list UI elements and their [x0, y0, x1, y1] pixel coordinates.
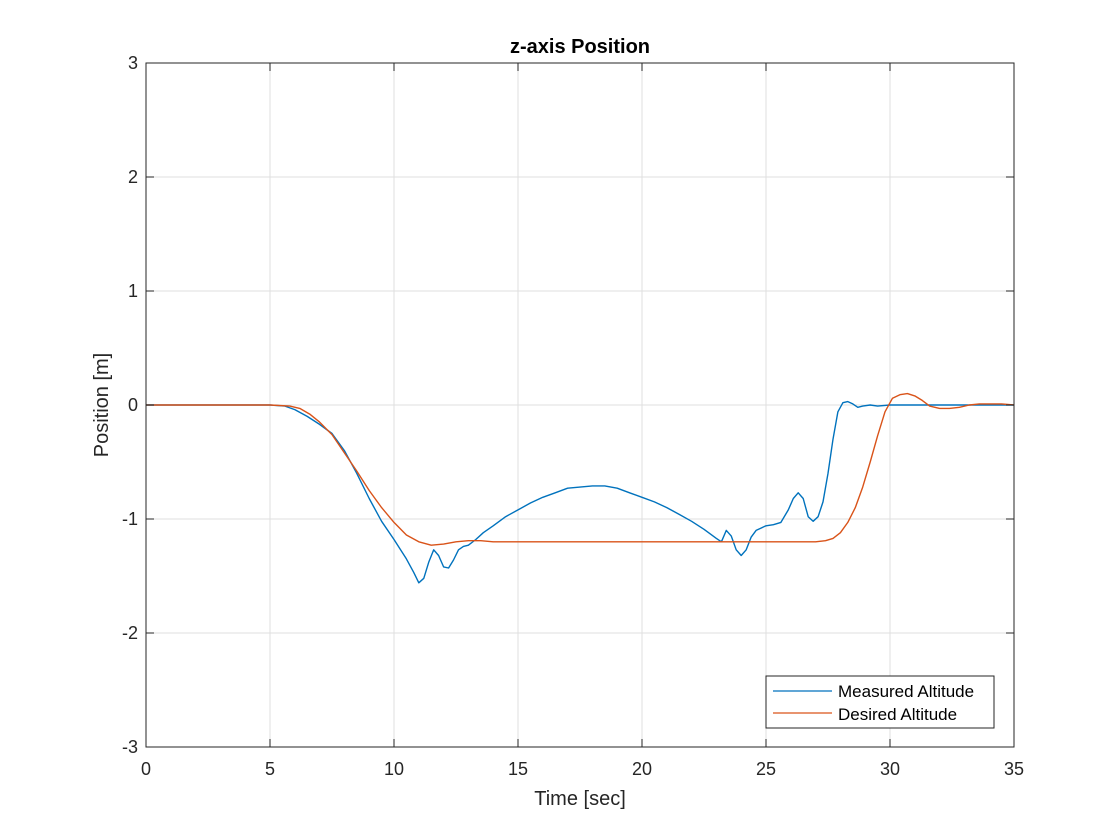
y-tick-label-0: 0 [128, 395, 138, 415]
x-tick-label-5: 5 [265, 759, 275, 779]
y-tick-label-1: 1 [128, 281, 138, 301]
legend-label-desired-altitude: Desired Altitude [838, 705, 957, 724]
ticks: 0 5 10 15 20 25 30 35 -3 -2 -1 0 1 2 3 [122, 53, 1024, 779]
x-tick-label-20: 20 [632, 759, 652, 779]
y-tick-label-1: -1 [122, 509, 138, 529]
chart-title: z-axis Position [510, 36, 650, 58]
series-layer [146, 392, 1015, 584]
series-line-measured-altitude [146, 400, 1014, 584]
y-tick-label-3: 3 [128, 53, 138, 73]
x-tick-label-25: 25 [756, 759, 776, 779]
y-axis-label: Position [m] [91, 353, 113, 457]
legend: Measured Altitude Desired Altitude [765, 675, 995, 729]
legend-label-measured-altitude: Measured Altitude [838, 682, 974, 701]
y-tick-label-3: -3 [122, 737, 138, 757]
series-line-desired-altitude [146, 392, 1015, 546]
x-tick-label-15: 15 [508, 759, 528, 779]
x-tick-label-0: 0 [141, 759, 151, 779]
y-tick-label-2: 2 [128, 167, 138, 187]
x-tick-label-30: 30 [880, 759, 900, 779]
x-tick-label-35: 35 [1004, 759, 1024, 779]
x-axis-label: Time [sec] [534, 788, 626, 810]
legend-box [765, 675, 995, 729]
grid [146, 63, 1014, 747]
y-tick-label-2: -2 [122, 623, 138, 643]
x-tick-label-10: 10 [384, 759, 404, 779]
